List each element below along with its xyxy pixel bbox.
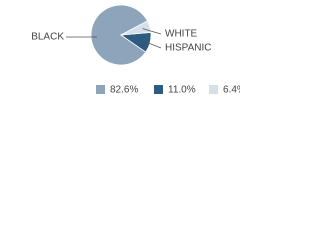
leader-line xyxy=(142,40,162,49)
pie-slice xyxy=(90,4,149,66)
slice-label: HISPANIC xyxy=(165,43,212,54)
pie-slice xyxy=(120,20,152,36)
legend-swatch xyxy=(154,85,163,94)
legend-label: 82.6% xyxy=(110,85,138,96)
leader-line xyxy=(142,28,162,35)
legend-label: 11.0% xyxy=(168,85,196,96)
legend-swatch xyxy=(96,85,105,94)
legend-label: 6.4% xyxy=(223,85,240,96)
slice-label: WHITE xyxy=(165,29,198,40)
legend-swatch xyxy=(209,85,218,94)
chart: BLACK HISPANIC WHITE 82.6% 11.0% 6.4% xyxy=(31,4,240,96)
slice-label: BLACK xyxy=(31,32,64,43)
